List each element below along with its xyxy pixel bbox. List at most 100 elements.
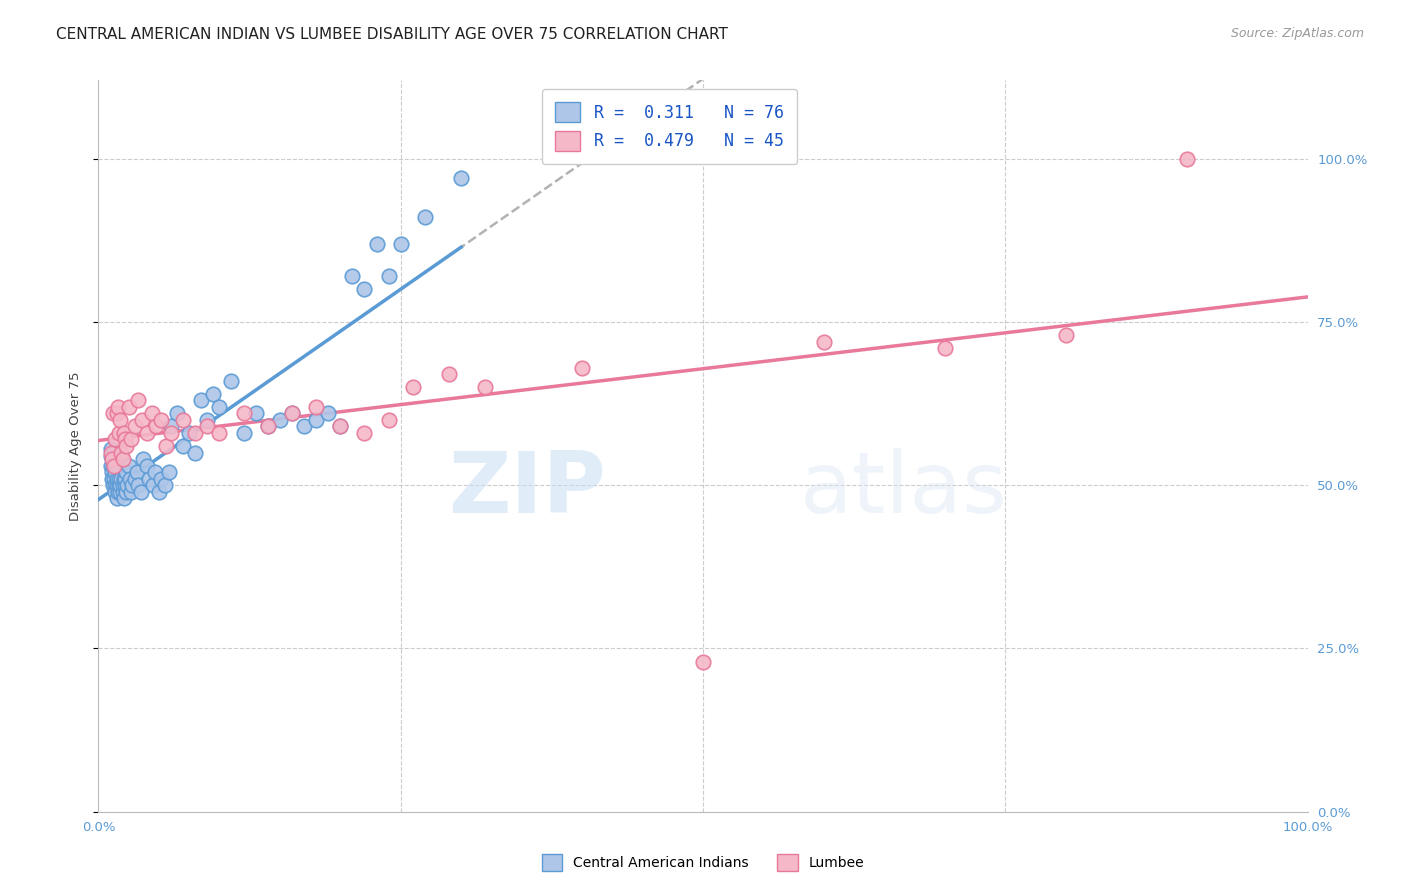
Point	[329, 419, 352, 434]
Point	[402, 380, 425, 394]
Point	[450, 171, 472, 186]
Point	[172, 439, 194, 453]
Point	[813, 334, 835, 349]
Point	[172, 413, 194, 427]
Point	[115, 484, 138, 499]
Point	[377, 269, 399, 284]
Point	[103, 445, 125, 459]
Point	[110, 445, 132, 459]
Text: atlas: atlas	[800, 449, 1008, 532]
Point	[114, 472, 136, 486]
Point	[120, 484, 142, 499]
Point	[104, 484, 127, 499]
Point	[281, 406, 304, 420]
Point	[142, 478, 165, 492]
Point	[329, 419, 352, 434]
Point	[571, 360, 593, 375]
Point	[692, 655, 714, 669]
Point	[127, 465, 149, 479]
Point	[105, 406, 128, 420]
Point	[132, 452, 155, 467]
Point	[100, 452, 122, 467]
Point	[120, 433, 142, 447]
Point	[150, 472, 173, 486]
Point	[131, 413, 153, 427]
Point	[100, 445, 122, 459]
Point	[1054, 328, 1077, 343]
Point	[353, 282, 375, 296]
Point	[316, 406, 339, 420]
Point	[121, 478, 143, 492]
Point	[103, 458, 125, 473]
Point	[184, 445, 207, 459]
Point	[110, 452, 132, 467]
Point	[153, 478, 176, 492]
Point	[103, 472, 125, 486]
Point	[108, 425, 131, 440]
Point	[101, 458, 124, 473]
Point	[114, 478, 136, 492]
Point	[110, 472, 132, 486]
Point	[366, 236, 388, 251]
Point	[108, 413, 131, 427]
Point	[108, 472, 131, 486]
Point	[101, 478, 124, 492]
Point	[103, 452, 125, 467]
Point	[108, 478, 131, 492]
Point	[108, 484, 131, 499]
Point	[127, 478, 149, 492]
Point	[104, 433, 127, 447]
Point	[100, 465, 122, 479]
Legend: Central American Indians, Lumbee: Central American Indians, Lumbee	[534, 847, 872, 878]
Point	[107, 484, 129, 499]
Point	[118, 458, 141, 473]
Point	[195, 419, 218, 434]
Point	[353, 425, 375, 440]
Point	[190, 393, 212, 408]
Point	[100, 472, 122, 486]
Point	[112, 472, 135, 486]
Point	[124, 419, 146, 434]
Point	[160, 419, 183, 434]
Point	[269, 413, 291, 427]
Point	[148, 484, 170, 499]
Point	[112, 491, 135, 506]
Point	[129, 484, 152, 499]
Point	[305, 413, 328, 427]
Point	[474, 380, 496, 394]
Point	[107, 458, 129, 473]
Point	[104, 478, 127, 492]
Point	[208, 400, 231, 414]
Point	[437, 367, 460, 381]
Y-axis label: Disability Age Over 75: Disability Age Over 75	[69, 371, 82, 521]
Point	[118, 472, 141, 486]
Point	[232, 425, 254, 440]
Point	[105, 478, 128, 492]
Point	[135, 425, 157, 440]
Point	[104, 465, 127, 479]
Point	[118, 400, 141, 414]
Point	[184, 425, 207, 440]
Point	[150, 413, 173, 427]
Point	[208, 425, 231, 440]
Point	[111, 484, 134, 499]
Point	[179, 425, 201, 440]
Point	[160, 425, 183, 440]
Point	[100, 449, 122, 463]
Point	[127, 393, 149, 408]
Point	[245, 406, 267, 420]
Text: Source: ZipAtlas.com: Source: ZipAtlas.com	[1230, 27, 1364, 40]
Text: ZIP: ZIP	[449, 449, 606, 532]
Point	[143, 465, 166, 479]
Point	[157, 465, 180, 479]
Point	[100, 458, 122, 473]
Point	[135, 458, 157, 473]
Point	[145, 419, 167, 434]
Point	[111, 478, 134, 492]
Point	[292, 419, 315, 434]
Point	[105, 472, 128, 486]
Point	[111, 452, 134, 467]
Point	[389, 236, 412, 251]
Point	[101, 406, 124, 420]
Point	[112, 425, 135, 440]
